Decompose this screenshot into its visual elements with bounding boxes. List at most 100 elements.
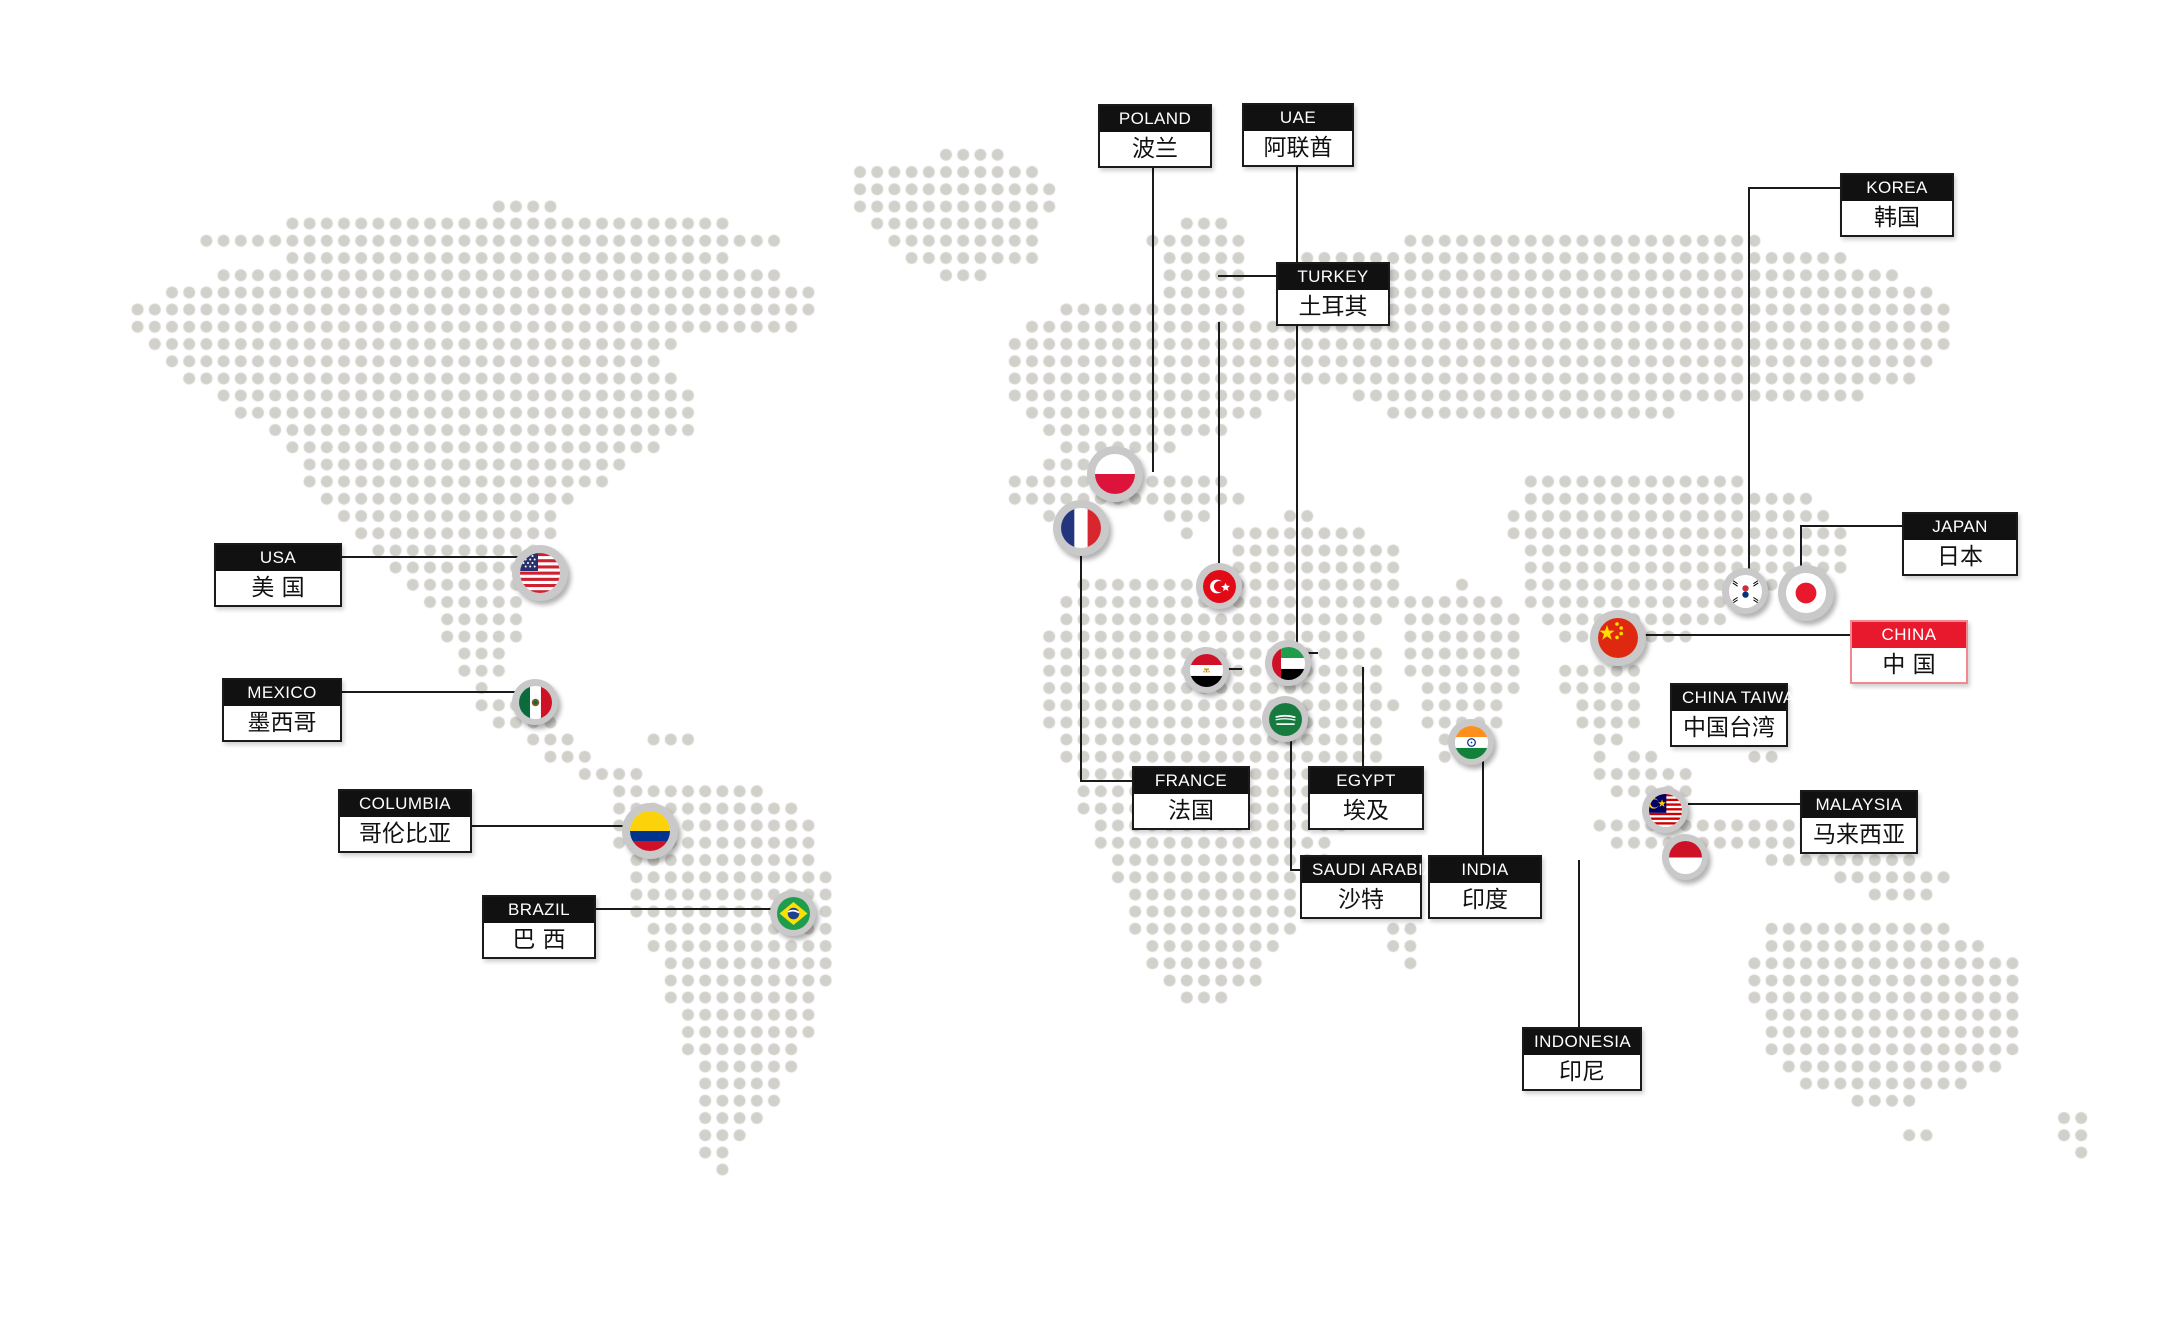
flag-pin-poland[interactable] — [1087, 446, 1143, 502]
country-label-zh-malaysia: 马来西亚 — [1802, 818, 1916, 852]
country-label-usa[interactable]: USA 美 国 — [214, 543, 342, 607]
country-label-turkey[interactable]: TURKEY 土耳其 — [1276, 262, 1390, 326]
connector-line-saudi-v — [1290, 724, 1292, 869]
country-label-zh-usa: 美 国 — [216, 571, 340, 605]
country-label-en-poland: POLAND — [1100, 106, 1210, 132]
egypt-flag-icon — [1189, 653, 1223, 687]
country-label-zh-saudi-arabia: 沙特 — [1302, 883, 1420, 917]
country-label-zh-china-taiwan: 中国台湾 — [1672, 711, 1786, 745]
flag-pin-france[interactable] — [1053, 500, 1109, 556]
connector-line-korea-h — [1748, 187, 1840, 189]
flag-pin-usa[interactable] — [512, 545, 568, 601]
flag-pin-india[interactable] — [1448, 719, 1494, 765]
country-label-japan[interactable]: JAPAN 日本 — [1902, 512, 2018, 576]
connector-line-france-h — [1080, 780, 1132, 782]
connector-line-brazil-line — [592, 908, 778, 910]
turkey-flag-icon — [1202, 569, 1236, 603]
country-label-en-japan: JAPAN — [1904, 514, 2016, 540]
country-label-china-taiwan[interactable]: CHINA TAIWAN 中国台湾 — [1670, 683, 1807, 747]
connector-line-china-h — [1626, 634, 1850, 636]
connector-line-korea-v — [1748, 187, 1750, 582]
china-flag-icon — [1598, 618, 1638, 658]
country-label-en-china: CHINA — [1852, 622, 1966, 648]
country-label-en-uae: UAE — [1244, 105, 1352, 131]
country-label-zh-indonesia: 印尼 — [1524, 1055, 1640, 1089]
flag-pin-china[interactable] — [1590, 610, 1646, 666]
flag-pin-japan[interactable] — [1778, 565, 1834, 621]
flag-pin-egypt[interactable] — [1183, 647, 1229, 693]
country-label-zh-korea: 韩国 — [1842, 201, 1952, 235]
connector-line-egypt-v — [1362, 667, 1364, 766]
flag-pin-indonesia[interactable] — [1662, 834, 1708, 880]
connector-line-uae-v — [1296, 163, 1298, 652]
connector-line-france-v — [1080, 528, 1082, 780]
country-label-en-usa: USA — [216, 545, 340, 571]
korea-flag-icon — [1728, 574, 1762, 608]
france-flag-icon — [1061, 508, 1101, 548]
flag-pin-saudi[interactable] — [1262, 696, 1308, 742]
flag-pin-uae[interactable] — [1265, 640, 1311, 686]
country-label-en-china-taiwan: CHINA TAIWAN — [1672, 685, 1807, 711]
connector-line-turkey-h — [1218, 275, 1276, 277]
country-label-zh-india: 印度 — [1430, 883, 1540, 917]
country-label-en-malaysia: MALAYSIA — [1802, 792, 1916, 818]
country-label-zh-france: 法国 — [1134, 794, 1248, 828]
country-label-en-korea: KOREA — [1842, 175, 1952, 201]
country-label-mexico[interactable]: MEXICO 墨西哥 — [222, 678, 342, 742]
country-label-en-brazil: BRAZIL — [484, 897, 594, 923]
connector-line-turkey-v — [1218, 322, 1220, 578]
country-label-egypt[interactable]: EGYPT 埃及 — [1308, 766, 1424, 830]
brazil-flag-icon — [776, 896, 810, 930]
country-label-en-indonesia: INDONESIA — [1524, 1029, 1640, 1055]
flag-pin-mexico[interactable] — [512, 679, 558, 725]
country-label-zh-japan: 日本 — [1904, 540, 2016, 574]
flag-pin-korea[interactable] — [1722, 568, 1768, 614]
indonesia-flag-icon — [1668, 840, 1702, 874]
country-label-en-columbia: COLUMBIA — [340, 791, 470, 817]
flag-pin-malaysia[interactable] — [1642, 787, 1688, 833]
country-label-indonesia[interactable]: INDONESIA 印尼 — [1522, 1027, 1642, 1091]
country-label-brazil[interactable]: BRAZIL 巴 西 — [482, 895, 596, 959]
flag-pin-brazil[interactable] — [770, 890, 816, 936]
country-label-china[interactable]: CHINA 中 国 — [1850, 620, 1968, 684]
country-label-india[interactable]: INDIA 印度 — [1428, 855, 1542, 919]
connector-line-mexico-line — [338, 691, 518, 693]
country-label-korea[interactable]: KOREA 韩国 — [1840, 173, 1954, 237]
country-label-zh-brazil: 巴 西 — [484, 923, 594, 957]
connector-line-saudi-h — [1290, 869, 1302, 871]
country-label-poland[interactable]: POLAND 波兰 — [1098, 104, 1212, 168]
connector-line-india-v — [1482, 748, 1484, 869]
mexico-flag-icon — [518, 685, 552, 719]
country-label-en-france: FRANCE — [1134, 768, 1248, 794]
columbia-flag-icon — [630, 811, 670, 851]
country-label-zh-columbia: 哥伦比亚 — [340, 817, 470, 851]
connector-line-indonesia-v — [1578, 860, 1580, 1027]
country-label-uae[interactable]: UAE 阿联酋 — [1242, 103, 1354, 167]
poland-flag-icon — [1095, 454, 1135, 494]
connector-line-usa-line — [338, 556, 522, 558]
connector-line-japan-h — [1800, 525, 1902, 527]
country-label-en-saudi-arabia: SAUDI ARABIA — [1302, 857, 1435, 883]
country-label-zh-mexico: 墨西哥 — [224, 706, 340, 740]
country-label-zh-uae: 阿联酋 — [1244, 131, 1352, 165]
malaysia-flag-icon — [1648, 793, 1682, 827]
flag-pin-columbia[interactable] — [622, 803, 678, 859]
flag-pin-turkey[interactable] — [1196, 563, 1242, 609]
country-label-zh-egypt: 埃及 — [1310, 794, 1422, 828]
connector-line-poland-v — [1152, 164, 1154, 472]
connector-line-malaysia-h — [1688, 803, 1800, 805]
country-label-en-india: INDIA — [1430, 857, 1540, 883]
country-label-zh-poland: 波兰 — [1100, 132, 1210, 166]
country-label-zh-china: 中 国 — [1852, 648, 1966, 682]
uae-flag-icon — [1271, 646, 1305, 680]
usa-flag-icon — [520, 553, 560, 593]
country-label-saudi-arabia[interactable]: SAUDI ARABIA 沙特 — [1300, 855, 1435, 919]
country-label-columbia[interactable]: COLUMBIA 哥伦比亚 — [338, 789, 472, 853]
connector-line-columbia-line — [468, 825, 638, 827]
country-label-zh-turkey: 土耳其 — [1278, 290, 1388, 324]
country-label-en-turkey: TURKEY — [1278, 264, 1388, 290]
country-label-malaysia[interactable]: MALAYSIA 马来西亚 — [1800, 790, 1918, 854]
country-label-france[interactable]: FRANCE 法国 — [1132, 766, 1250, 830]
